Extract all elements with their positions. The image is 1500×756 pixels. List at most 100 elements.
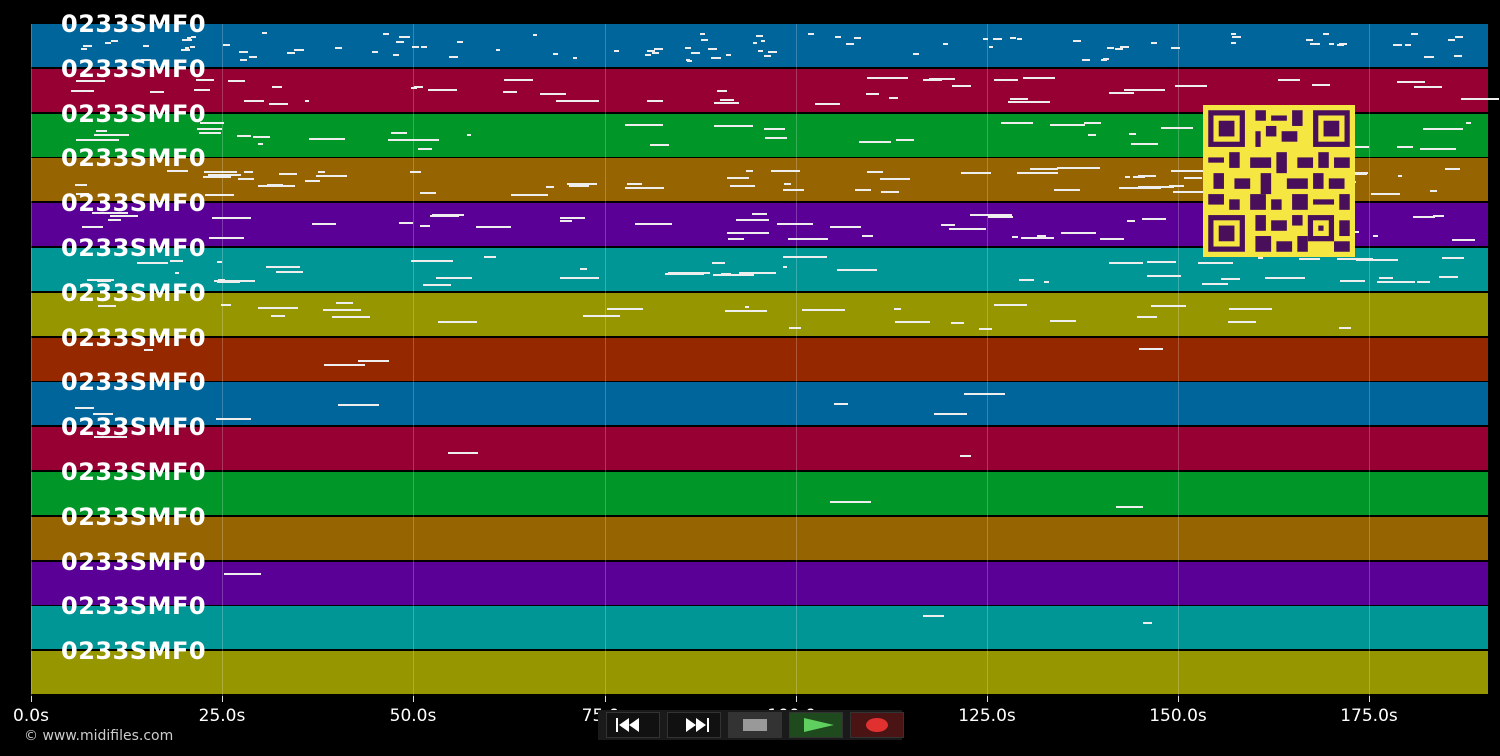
note-mark [1010, 37, 1016, 39]
track-label: 0233SMF0 [61, 144, 207, 172]
note-mark [1084, 122, 1101, 124]
note-mark [650, 144, 669, 146]
note-mark [1454, 55, 1462, 57]
note-mark [187, 37, 191, 39]
note-mark [859, 141, 891, 143]
track-lane: 0233SMF0 [31, 637, 1488, 694]
note-mark [1414, 86, 1442, 88]
note-mark [895, 321, 930, 323]
play-button[interactable] [789, 712, 843, 738]
note-mark [414, 86, 423, 88]
note-mark [496, 49, 500, 51]
note-mark [1405, 44, 1411, 46]
note-mark [625, 187, 664, 189]
note-mark [830, 226, 861, 228]
note-mark [244, 171, 253, 173]
note-mark [783, 266, 787, 268]
note-mark [668, 272, 710, 274]
note-mark [1278, 79, 1300, 81]
note-mark [764, 55, 771, 57]
track-label: 0233SMF0 [61, 10, 207, 38]
note-mark [607, 308, 643, 310]
note-mark [258, 307, 298, 309]
note-mark [708, 48, 717, 50]
track-lane: 0233SMF0 [31, 458, 1488, 515]
note-mark [423, 284, 451, 286]
note-mark [448, 452, 478, 454]
grid-line [605, 24, 606, 696]
note-mark [889, 97, 898, 99]
note-mark [1188, 170, 1197, 172]
note-mark [923, 79, 942, 81]
axis-tick-label: 25.0s [198, 706, 246, 726]
note-mark [934, 413, 967, 415]
note-mark [97, 280, 111, 282]
note-mark [75, 184, 87, 186]
note-mark [418, 148, 432, 150]
note-mark [305, 180, 320, 182]
note-mark [1151, 305, 1186, 307]
note-mark [1133, 176, 1145, 178]
fast-forward-button[interactable] [667, 712, 721, 738]
note-mark [1433, 215, 1444, 217]
note-mark [1202, 283, 1228, 285]
note-mark [961, 172, 991, 174]
note-mark [108, 219, 121, 221]
note-mark [258, 143, 263, 145]
note-mark [170, 260, 183, 262]
note-mark [105, 42, 111, 44]
grid-line [1178, 24, 1179, 696]
note-mark [420, 225, 430, 227]
note-mark [1411, 33, 1418, 35]
note-mark [1306, 39, 1313, 41]
note-mark [713, 274, 754, 276]
note-mark [994, 304, 1027, 306]
note-mark [1424, 56, 1434, 58]
copyright-text: © www.midifiles.com [24, 728, 174, 744]
note-mark [1173, 191, 1206, 193]
note-mark [753, 42, 757, 44]
note-mark [335, 47, 342, 49]
note-mark [1103, 58, 1109, 60]
note-mark [580, 268, 587, 270]
note-mark [560, 217, 585, 219]
note-mark [758, 50, 763, 52]
note-mark [399, 222, 413, 224]
stop-button[interactable] [728, 712, 782, 738]
note-mark [420, 192, 436, 194]
note-mark [727, 232, 769, 234]
note-mark [777, 223, 813, 225]
note-mark [1054, 189, 1080, 191]
note-mark [318, 171, 325, 173]
track-lane: 0233SMF0 [31, 324, 1488, 381]
note-mark [727, 177, 749, 179]
note-mark [1461, 98, 1499, 100]
note-mark [771, 170, 800, 172]
note-mark [1439, 276, 1458, 278]
note-mark [783, 189, 804, 191]
note-mark [1312, 84, 1330, 86]
rewind-button[interactable] [606, 712, 660, 738]
track-label: 0233SMF0 [61, 100, 207, 128]
note-mark [583, 315, 620, 317]
note-mark [720, 99, 734, 101]
note-mark [1129, 133, 1136, 135]
note-mark [714, 125, 753, 127]
note-mark [279, 173, 297, 175]
record-button[interactable] [850, 712, 904, 738]
note-mark [1337, 258, 1373, 260]
note-mark [1012, 236, 1018, 238]
track-lane: 0233SMF0 [31, 503, 1488, 560]
note-mark [726, 54, 731, 56]
note-mark [430, 215, 459, 217]
qr-code-icon [1203, 105, 1355, 257]
stop-icon [743, 719, 767, 731]
track-label: 0233SMF0 [61, 637, 207, 665]
note-mark [1138, 186, 1174, 188]
note-mark [1017, 172, 1058, 174]
note-mark [1229, 308, 1272, 310]
note-mark [476, 226, 505, 228]
note-mark [406, 139, 439, 141]
note-mark [988, 216, 1013, 218]
note-mark [614, 50, 619, 52]
